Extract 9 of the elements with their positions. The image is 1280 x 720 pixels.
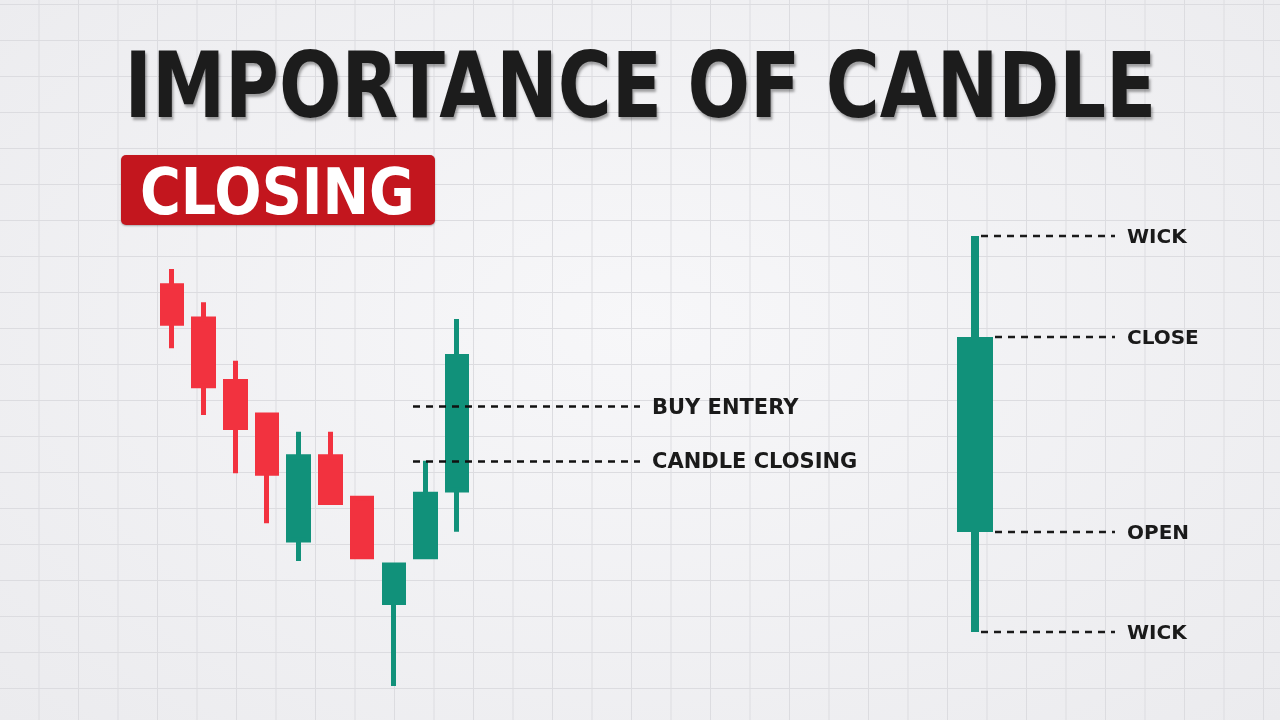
text: OPEN — [1127, 519, 1190, 545]
label-badge: CLOSING — [121, 155, 435, 225]
chart-title: IMPORTANCE OF CANDLE — [124, 33, 1156, 138]
text: WICK — [1127, 619, 1187, 645]
ref-line-label: BUY ENTERY — [652, 394, 800, 419]
candlestick — [223, 360, 248, 474]
text: WICK — [1127, 223, 1187, 249]
text: CLOSE — [1127, 324, 1199, 350]
ref-line-label: CANDLE CLOSING — [652, 448, 858, 473]
